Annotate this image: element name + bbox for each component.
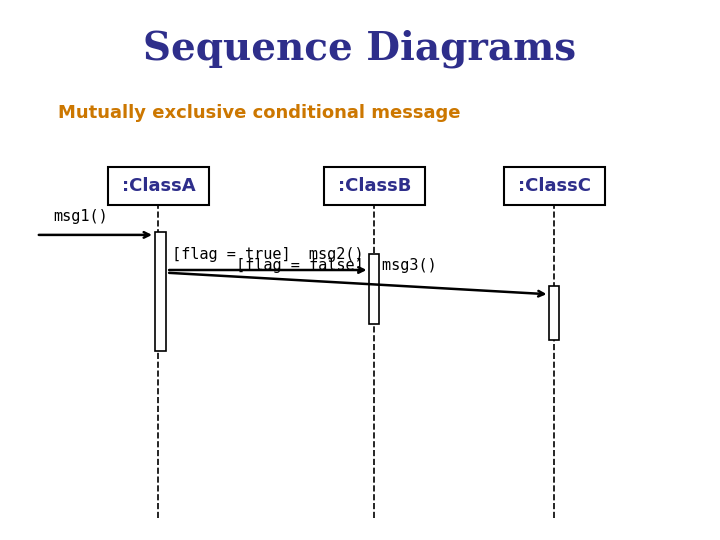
Bar: [549, 286, 559, 340]
Text: :ClassB: :ClassB: [338, 177, 411, 195]
Text: Sequence Diagrams: Sequence Diagrams: [143, 29, 577, 68]
Text: [flag = true]  msg2(): [flag = true] msg2(): [172, 247, 364, 262]
Bar: [369, 254, 379, 324]
Text: :ClassA: :ClassA: [122, 177, 195, 195]
Bar: [155, 232, 166, 351]
Text: Mutually exclusive conditional message: Mutually exclusive conditional message: [58, 104, 460, 123]
Text: msg1(): msg1(): [53, 209, 109, 224]
Bar: [108, 167, 209, 205]
Bar: [504, 167, 605, 205]
Bar: [324, 167, 425, 205]
Text: :ClassC: :ClassC: [518, 177, 591, 195]
Text: [flag = false]  msg3(): [flag = false] msg3(): [236, 258, 436, 273]
